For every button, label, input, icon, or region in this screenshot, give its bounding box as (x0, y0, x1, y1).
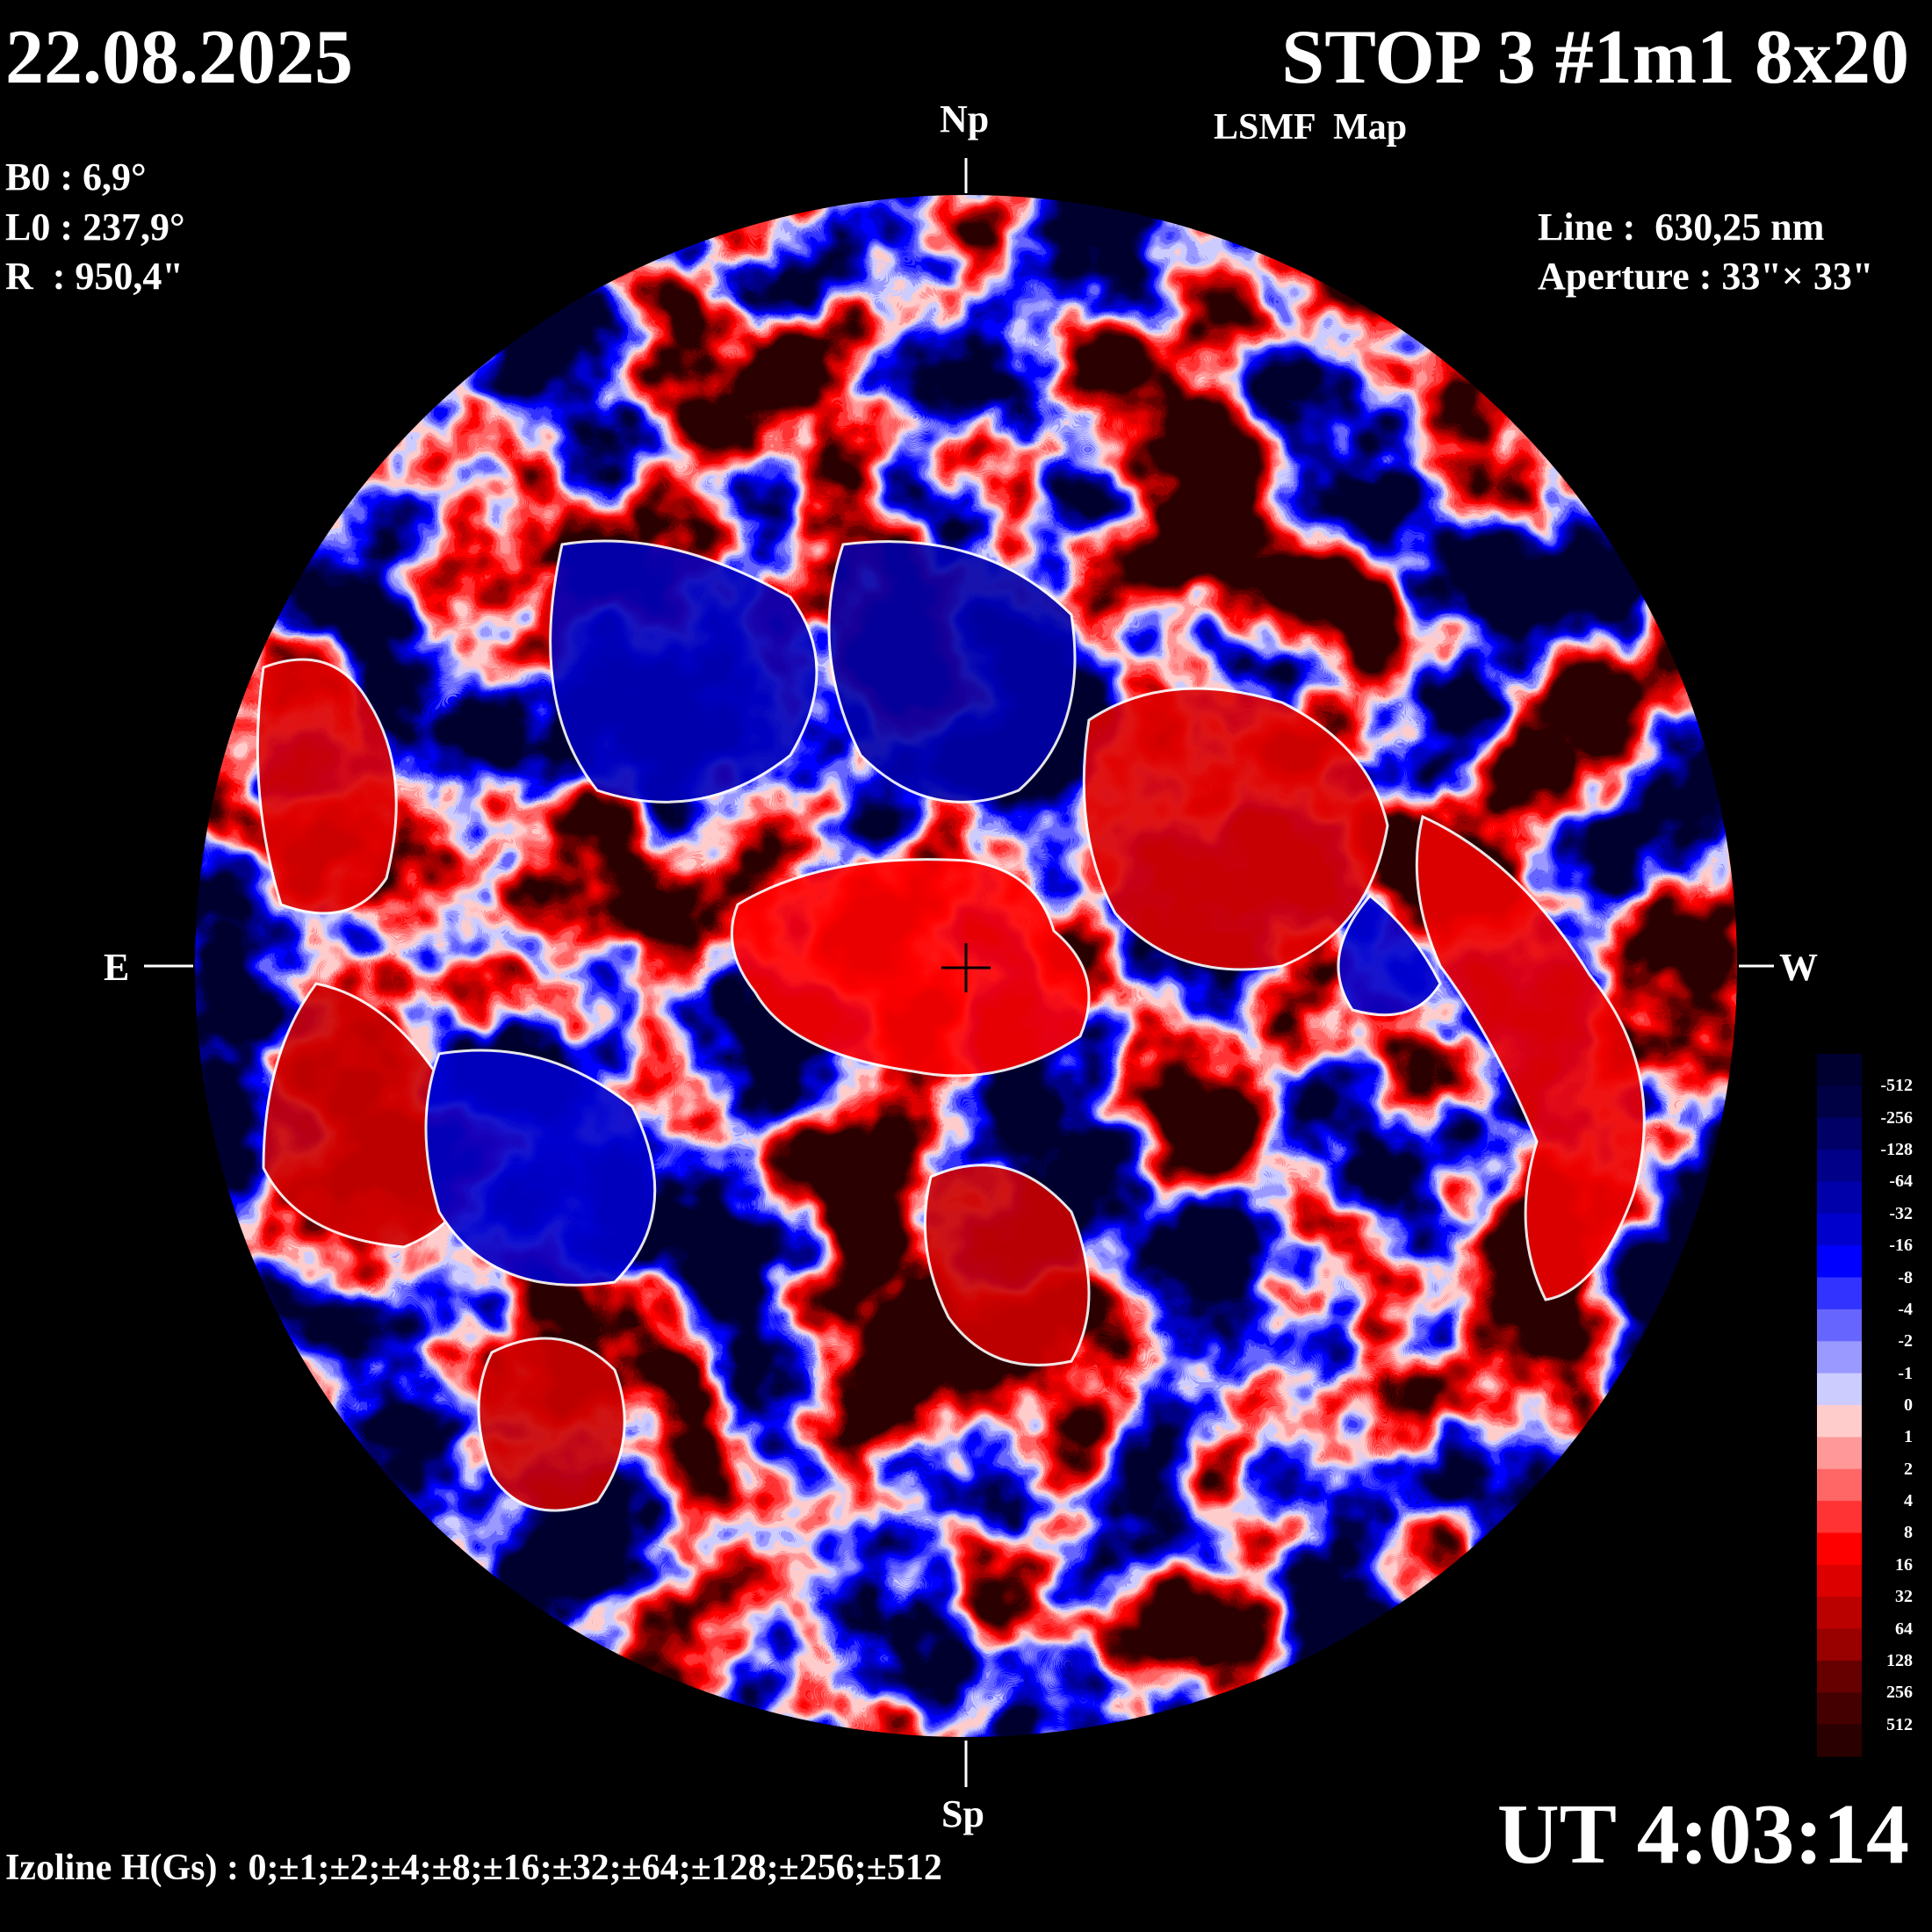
map-title: STOP 3 #1m1 8x20 (1281, 15, 1909, 100)
colorbar-swatch (1817, 1054, 1862, 1086)
colorbar-label: -64 (1889, 1171, 1913, 1192)
param-r: R : 950,4" (5, 255, 184, 298)
colorbar-label: -16 (1889, 1236, 1913, 1256)
colorbar-label: -128 (1880, 1140, 1913, 1160)
colorbar-label: -2 (1898, 1331, 1913, 1352)
colorbar-swatch (1817, 1468, 1862, 1502)
north-label: Np (940, 97, 990, 141)
izoline-levels: Izoline H(Gs) : 0;±1;±2;±4;±8;±16;±32;±6… (5, 1848, 942, 1888)
strong-field-regions (256, 539, 1646, 1512)
colorbar-swatch (1817, 1373, 1862, 1406)
colorbar-label: 64 (1895, 1618, 1913, 1639)
colorbar-swatch (1817, 1245, 1862, 1279)
colorbar-swatch (1817, 1150, 1862, 1182)
colorbar-swatch (1817, 1085, 1862, 1119)
disk-axes (144, 158, 1774, 1787)
colorbar-swatch (1817, 1597, 1862, 1630)
colorbar-label: 8 (1904, 1523, 1913, 1543)
colorbar-swatch (1817, 1277, 1862, 1310)
colorbar-swatch (1817, 1341, 1862, 1374)
colorbar-label: 128 (1886, 1650, 1913, 1670)
colorbar-label: 1 (1904, 1427, 1913, 1447)
observation-date: 22.08.2025 (5, 15, 353, 100)
colorbar-label: 16 (1895, 1554, 1913, 1575)
colorbar-swatch (1817, 1724, 1862, 1757)
colorbar-swatch (1817, 1181, 1862, 1215)
colorbar-swatch (1817, 1117, 1862, 1150)
colorbar-label: 4 (1904, 1491, 1913, 1511)
solar-disk (195, 195, 1737, 1737)
colorbar-label: 256 (1886, 1683, 1913, 1703)
colorbar-label: 0 (1904, 1395, 1913, 1415)
colorbar-swatch (1817, 1564, 1862, 1597)
center-crosshair-icon (941, 943, 991, 992)
aperture: Aperture : 33"× 33" (1538, 255, 1874, 298)
colorbar (1817, 1054, 1862, 1757)
colorbar-swatch (1817, 1628, 1862, 1662)
map-subtitle: LSMF Map (1214, 107, 1408, 148)
colorbar-swatch (1817, 1405, 1862, 1438)
colorbar-swatch (1817, 1692, 1862, 1726)
south-label: Sp (941, 1792, 984, 1835)
colorbar-label: -256 (1880, 1107, 1913, 1128)
colorbar-swatch (1817, 1532, 1862, 1566)
param-b0: B0 : 6,9° (5, 155, 147, 198)
colorbar-label: -8 (1898, 1267, 1913, 1287)
colorbar-label: -1 (1898, 1363, 1913, 1383)
colorbar-label: 512 (1886, 1714, 1913, 1734)
universal-time: UT 4:03:14 (1496, 1787, 1909, 1882)
east-label: E (104, 946, 130, 989)
colorbar-swatch (1817, 1501, 1862, 1533)
colorbar-label: 32 (1895, 1587, 1913, 1607)
param-l0: L0 : 237,9° (5, 205, 185, 249)
colorbar-swatch (1817, 1213, 1862, 1246)
colorbar-label: -4 (1898, 1299, 1913, 1319)
colorbar-swatch (1817, 1308, 1862, 1342)
spectral-line: Line : 630,25 nm (1538, 205, 1825, 249)
west-label: W (1779, 946, 1818, 989)
colorbar-swatch (1817, 1660, 1862, 1693)
colorbar-label: 2 (1904, 1459, 1913, 1479)
colorbar-label: -512 (1880, 1076, 1913, 1096)
colorbar-label: -32 (1889, 1203, 1913, 1223)
colorbar-swatch (1817, 1437, 1862, 1470)
